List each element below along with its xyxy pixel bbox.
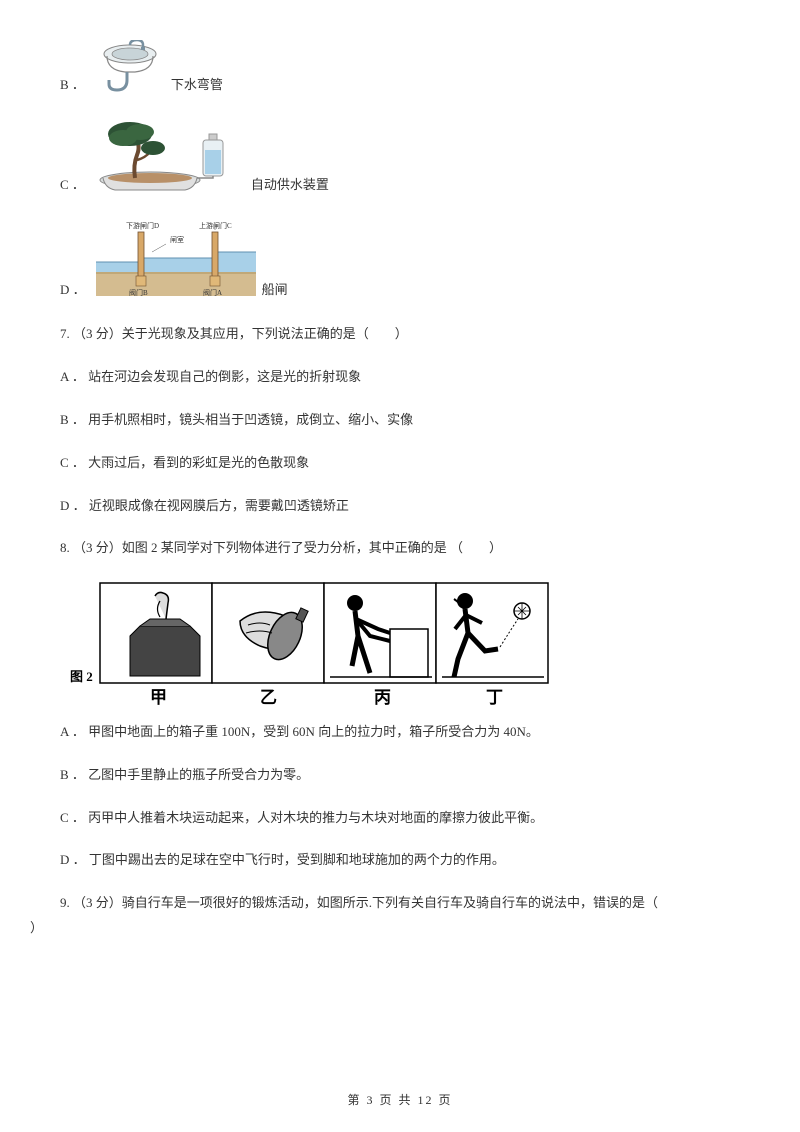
option-c-row: C ． 自动供水装置 <box>60 120 740 202</box>
lock-label-chamber: 闸室 <box>170 235 184 244</box>
panel-ding: 丁 <box>486 688 503 707</box>
ship-lock-icon: 下游闸门D 上游闸门C 闸室 阀门B 阀门A <box>96 220 256 307</box>
q7-option-a: A ． 站在河边会发现自己的倒影，这是光的折射现象 <box>60 367 740 388</box>
option-b-row: B ． 下水弯管 <box>60 40 740 102</box>
panel-jia: 甲 <box>150 688 167 707</box>
option-b-label: 下水弯管 <box>171 75 223 102</box>
panel-bing: 丙 <box>374 688 391 707</box>
plant-device-icon <box>95 120 245 202</box>
q9-stem-line2: ） <box>30 918 740 939</box>
q7-option-d: D ． 近视眼成像在视网膜后方，需要戴凹透镜矫正 <box>60 496 740 517</box>
option-d-row: D ． 下游闸门D 上游闸门C 闸室 阀门B 阀门A <box>60 220 740 307</box>
q7-option-b: B ． 用手机照相时，镜头相当于凹透镜，成倒立、缩小、实像 <box>60 410 740 431</box>
page-footer: 第 3 页 共 12 页 <box>0 1091 800 1110</box>
lock-label-d: 下游闸门D <box>126 221 159 230</box>
option-d-label: 船闸 <box>262 280 288 307</box>
q8-option-a: A ． 甲图中地面上的箱子重 100N，受到 60N 向上的拉力时，箱子所受合力… <box>60 722 740 743</box>
q8-stem: 8. （3 分）如图 2 某同学对下列物体进行了受力分析，其中正确的是 （ ） <box>60 538 740 559</box>
q8-option-c: C ． 丙甲中人推着木块运动起来，人对木块的推力与木块对地面的摩擦力彼此平衡。 <box>60 808 740 829</box>
panel-yi: 乙 <box>260 688 277 707</box>
lock-label-valve-a: 阀门A <box>203 288 222 297</box>
option-d-letter: D ． <box>60 280 86 307</box>
option-b-letter: B ． <box>60 75 85 102</box>
q7-option-c: C ． 大雨过后，看到的彩虹是光的色散现象 <box>60 453 740 474</box>
fig2-label: 图 2 <box>70 669 93 684</box>
q9-stem-line1: 9. （3 分）骑自行车是一项很好的锻炼活动，如图所示.下列有关自行车及骑自行车… <box>60 893 740 914</box>
sink-icon <box>95 40 165 102</box>
option-c-label: 自动供水装置 <box>251 175 329 202</box>
q8-option-b: B ． 乙图中手里静止的瓶子所受合力为零。 <box>60 765 740 786</box>
option-c-letter: C ． <box>60 175 85 202</box>
q8-figure: 图 2 甲 乙 丙 丁 <box>60 581 740 718</box>
q8-option-d: D ． 丁图中踢出去的足球在空中飞行时，受到脚和地球施加的两个力的作用。 <box>60 850 740 871</box>
lock-label-valve-b: 阀门B <box>129 288 148 297</box>
q7-stem: 7. （3 分）关于光现象及其应用，下列说法正确的是（ ） <box>60 324 740 345</box>
lock-label-c: 上游闸门C <box>199 221 232 230</box>
